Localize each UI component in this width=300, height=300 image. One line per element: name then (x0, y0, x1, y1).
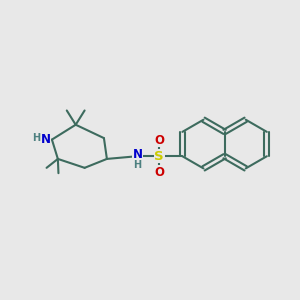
Text: N: N (40, 133, 50, 146)
Text: O: O (154, 166, 164, 179)
Text: O: O (154, 134, 164, 147)
Text: H: H (134, 160, 142, 170)
Text: S: S (154, 150, 164, 163)
Text: N: N (133, 148, 142, 161)
Text: H: H (32, 133, 40, 143)
